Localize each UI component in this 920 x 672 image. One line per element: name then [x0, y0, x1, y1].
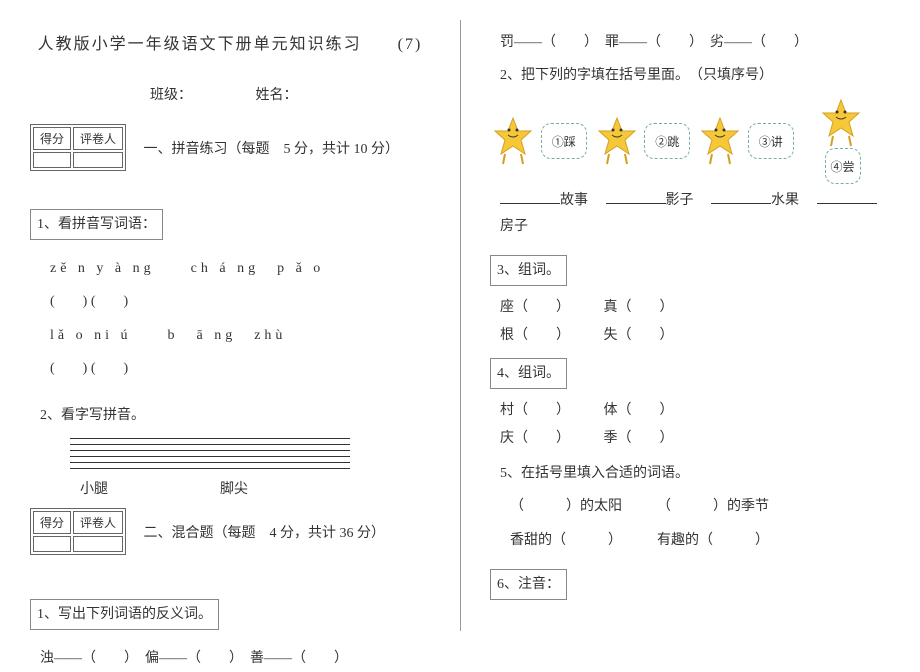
class-name-line: 班级： 姓名：: [150, 84, 430, 104]
group3-1a: 座（ ）: [500, 294, 570, 322]
group4-row2: 庆（ ） 季（ ）: [500, 425, 890, 453]
blank: [606, 190, 666, 204]
q2-4-label: 4、组词。: [490, 358, 567, 389]
group3-row2: 根（ ） 失（ ）: [500, 322, 890, 350]
star-label-3: ③讲: [748, 123, 794, 159]
group4-1a: 村（ ）: [500, 397, 570, 425]
star-label-4: ④尝: [825, 148, 861, 184]
writebox-label-2: 脚尖: [210, 478, 350, 498]
star-label-2: ②跳: [644, 123, 690, 159]
pinyin-line-1: zě n y à ng ch á ng p ǎ o: [50, 256, 430, 281]
q2-1-label: 1、写出下列词语的反义词。: [30, 599, 219, 630]
class-label: 班级：: [150, 88, 192, 103]
score-header-1: 得分: [33, 127, 71, 150]
star-unit-1: ①踩: [490, 116, 590, 166]
group3-2b: 失（ ）: [604, 322, 674, 350]
page-title: 人教版小学一年级语文下册单元知识练习 (7): [30, 30, 430, 54]
marker-blank: [73, 152, 123, 168]
antonym-line-2: 罚——（ ） 罪——（ ） 劣——（ ）: [500, 30, 890, 55]
group3-1b: 真（ ）: [604, 294, 674, 322]
fill5-line1: （ ）的太阳 （ ）的季节: [510, 494, 890, 519]
section-2-header: 得分 评卷人 二、混合题（每题 4 分，共计 36 分）: [30, 508, 430, 555]
q1-1-label: 1、看拼音写词语：: [30, 209, 163, 240]
q1-2-label: 2、看字写拼音。: [40, 403, 430, 428]
left-column: 人教版小学一年级语文下册单元知识练习 (7) 班级： 姓名： 得分 评卷人 一、…: [0, 0, 460, 651]
score-box-2: 得分 评卷人: [30, 508, 126, 555]
title-main: 人教版小学一年级语文下册单元知识练习: [38, 36, 362, 53]
score-blank: [33, 536, 71, 552]
score-header-2b: 评卷人: [73, 511, 123, 534]
star-label-1: ①踩: [541, 123, 587, 159]
q2-2-label: 2、把下列的字填在括号里面。 （只填序号）: [500, 63, 890, 88]
blank: [711, 190, 771, 204]
group4-2b: 季（ ）: [604, 425, 674, 453]
score-box-1: 得分 评卷人: [30, 124, 126, 171]
score-header-1b: 得分: [33, 511, 71, 534]
q2-5-label: 5、在括号里填入合适的词语。: [500, 461, 890, 486]
marker-blank: [73, 536, 123, 552]
section-1-header: 得分 评卷人 一、拼音练习（每题 5 分，共计 10 分）: [30, 124, 430, 171]
write-line: [70, 468, 350, 474]
q2-6-label: 6、注音：: [490, 569, 567, 600]
right-column: 罚——（ ） 罪——（ ） 劣——（ ） 2、把下列的字填在括号里面。 （只填序…: [460, 0, 920, 651]
q2-3-label: 3、组词。: [490, 255, 567, 286]
name-label: 姓名：: [256, 88, 298, 103]
section-2-title: 二、混合题（每题 4 分，共计 36 分）: [144, 522, 386, 542]
star-unit-3: ③讲: [697, 116, 797, 166]
star-unit-2: ②跳: [594, 116, 694, 166]
group4-row1: 村（ ） 体（ ）: [500, 397, 890, 425]
star-icon: [597, 116, 637, 166]
group3-2a: 根（ ）: [500, 322, 570, 350]
fill5-line2: 香甜的（ ） 有趣的（ ）: [510, 528, 890, 553]
brackets-line-2: ( ) ( ): [50, 356, 430, 381]
group3-row1: 座（ ） 真（ ）: [500, 294, 890, 322]
star-unit-4: ④尝: [801, 98, 881, 184]
blank: [817, 190, 877, 204]
score-blank: [33, 152, 71, 168]
star-row: ①踩 ②跳 ③讲: [490, 98, 890, 168]
group4-2a: 庆（ ）: [500, 425, 570, 453]
writebox-label-1: 小腿: [70, 478, 210, 498]
blank: [500, 190, 560, 204]
section-1-title: 一、拼音练习（每题 5 分，共计 10 分）: [144, 138, 400, 158]
group4-1b: 体（ ）: [604, 397, 674, 425]
star-icon: [821, 98, 861, 148]
fill-line: 故事 影子 水果 房子: [500, 188, 890, 238]
star-icon: [700, 116, 740, 166]
score-header-2: 评卷人: [73, 127, 123, 150]
title-number: (7): [398, 36, 423, 53]
brackets-line-1: ( ) ( ): [50, 289, 430, 314]
write-box: 小腿 脚尖: [70, 438, 350, 498]
star-icon: [493, 116, 533, 166]
pinyin-line-2: lǎ o ni ú b ā ng zhù: [50, 323, 430, 348]
antonym-line-1: 浊——（ ） 偏——（ ） 善——（ ）: [40, 646, 430, 671]
